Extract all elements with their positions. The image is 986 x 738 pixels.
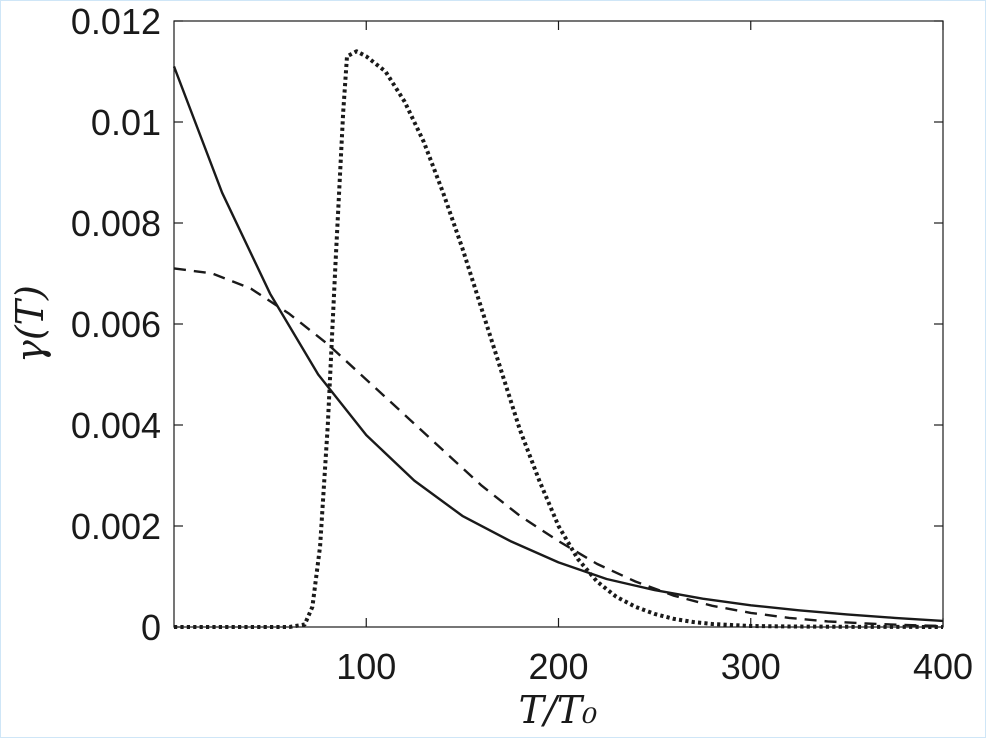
x-tick-label: 200	[528, 646, 588, 687]
series-line-solid	[172, 65, 944, 623]
tick-label-layer: 100 200 300 400 0 0.002 0.004 0.006 0.008 0.01 0.0…	[71, 1, 973, 687]
y-tick-label: 0.006	[71, 304, 161, 345]
x-axis-title: T/T₀	[519, 688, 598, 732]
y-tick-label: 0	[141, 607, 161, 648]
y-axis-title: γ(T)	[8, 285, 52, 363]
y-tick-label: 0.002	[71, 506, 161, 547]
series-line-dotted	[174, 49, 944, 629]
y-tick-label: 0.01	[91, 102, 161, 143]
x-tick-label: 400	[913, 646, 973, 687]
x-tick-label: 300	[721, 646, 781, 687]
x-tick-label: 100	[336, 646, 396, 687]
series-layer	[172, 49, 944, 629]
series-line-dashed	[173, 267, 944, 628]
tick-layer	[174, 20, 944, 628]
y-tick-label: 0.004	[71, 405, 161, 446]
y-tick-label: 0.008	[71, 203, 161, 244]
y-tick-label: 0.012	[71, 1, 161, 42]
